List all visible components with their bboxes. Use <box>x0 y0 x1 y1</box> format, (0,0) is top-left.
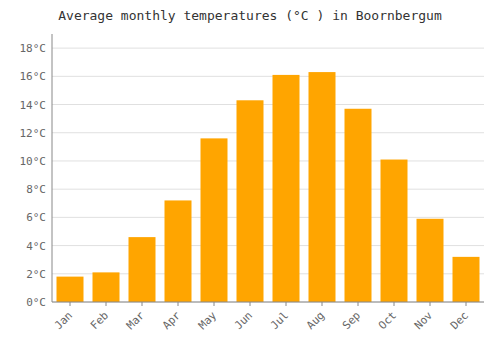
bar <box>273 75 300 302</box>
y-axis-line <box>52 34 53 302</box>
x-tick <box>70 302 71 306</box>
x-tick-label: Mar <box>124 309 148 333</box>
grid-line <box>52 302 484 303</box>
bar <box>93 272 120 302</box>
x-tick-label: Nov <box>412 309 436 333</box>
x-axis-line <box>52 302 484 303</box>
grid-line <box>52 104 484 105</box>
bar <box>309 72 336 302</box>
bar <box>165 200 192 302</box>
x-tick-label: Apr <box>160 309 184 333</box>
x-tick-label: Oct <box>376 309 399 332</box>
x-tick-label: Dec <box>448 309 471 332</box>
x-tick-label: Jul <box>268 309 291 332</box>
x-tick <box>142 302 143 306</box>
title: Average monthly temperatures (°C ) in Bo… <box>58 8 442 23</box>
x-tick <box>358 302 359 306</box>
x-tick-label: Aug <box>304 309 327 332</box>
x-tick <box>106 302 107 306</box>
bar <box>417 219 444 302</box>
bar <box>129 237 156 302</box>
x-tick-label: Jan <box>52 309 75 332</box>
grid-line <box>52 48 484 49</box>
x-tick-label: Jun <box>232 309 255 332</box>
bar <box>345 109 372 302</box>
x-tick-label: May <box>196 309 220 333</box>
x-tick-label: Feb <box>88 309 111 332</box>
y-tick-label: 18°C <box>20 42 47 55</box>
grid-line <box>52 76 484 77</box>
y-tick-label: 16°C <box>20 70 47 83</box>
chart-container: Average monthly temperatures (°C ) in Bo… <box>0 0 500 350</box>
x-tick <box>178 302 179 306</box>
x-tick <box>250 302 251 306</box>
x-tick <box>430 302 431 306</box>
x-tick <box>394 302 395 306</box>
bar <box>57 277 84 302</box>
grid-line <box>52 160 484 161</box>
grid-line <box>52 132 484 133</box>
y-tick-label: 2°C <box>26 268 46 281</box>
chart: Average monthly temperatures (°C ) in Bo… <box>0 0 500 350</box>
bars <box>57 72 480 302</box>
bar <box>453 257 480 302</box>
y-tick-label: 8°C <box>26 183 46 196</box>
bar <box>201 138 228 302</box>
y-tick-label: 0°C <box>26 296 46 309</box>
grid-line <box>52 189 484 190</box>
x-tick <box>286 302 287 306</box>
x-tick <box>214 302 215 306</box>
bar <box>381 160 408 302</box>
y-tick-label: 6°C <box>26 211 46 224</box>
y-tick-label: 10°C <box>20 155 47 168</box>
y-tick-label: 4°C <box>26 240 46 253</box>
y-tick-label: 12°C <box>20 127 47 140</box>
x-tick <box>322 302 323 306</box>
bar <box>237 100 264 302</box>
grid-line <box>52 217 484 218</box>
x-tick-label: Sep <box>340 309 363 332</box>
y-tick-label: 14°C <box>20 99 47 112</box>
x-tick <box>466 302 467 306</box>
